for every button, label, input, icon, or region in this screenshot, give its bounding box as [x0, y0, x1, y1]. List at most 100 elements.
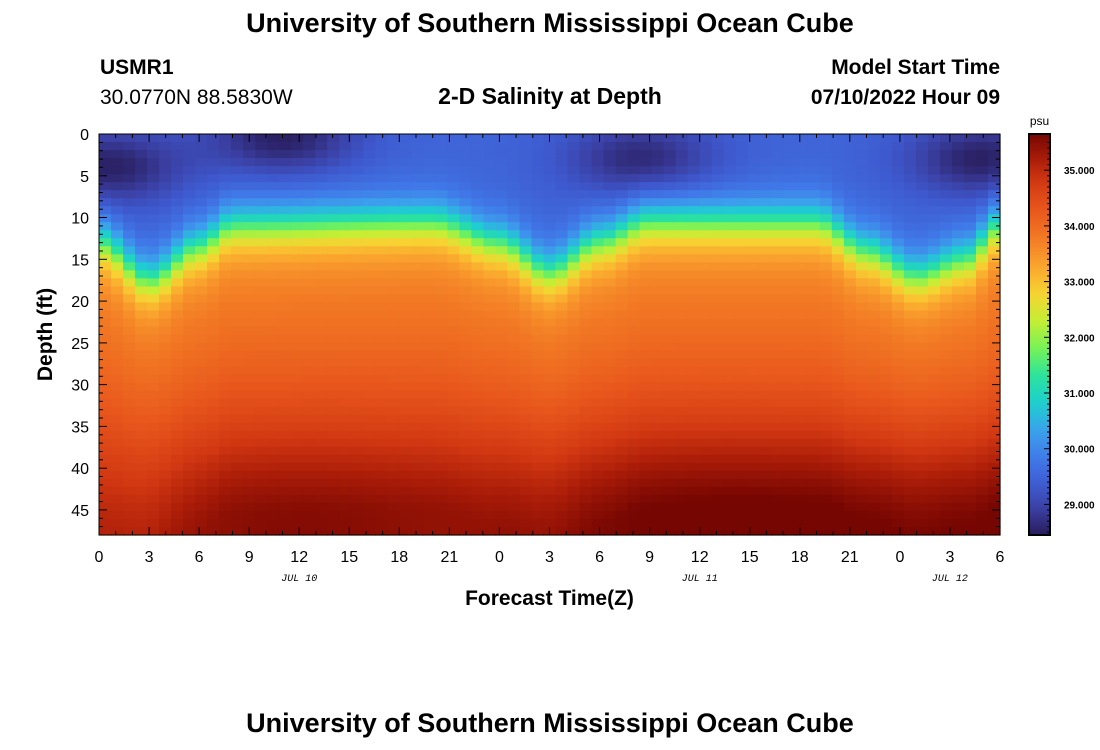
heatmap-cell [663, 454, 677, 464]
heatmap-cell [951, 198, 965, 207]
heatmap-cell [615, 302, 629, 312]
heatmap-cell [807, 262, 821, 271]
heatmap-cell [123, 518, 136, 528]
heatmap-cell [975, 286, 989, 295]
heatmap-cell [675, 502, 689, 512]
heatmap-cell [291, 310, 304, 320]
heatmap-cell [615, 166, 629, 175]
heatmap-cell [255, 414, 268, 424]
heatmap-cell [531, 510, 545, 520]
heatmap-cell [963, 390, 977, 400]
heatmap-cell [279, 326, 292, 336]
heatmap-cell [231, 478, 244, 488]
heatmap-cell [183, 158, 196, 167]
heatmap-cell [243, 518, 256, 528]
heatmap-cell [195, 182, 208, 191]
heatmap-cell [555, 342, 569, 352]
heatmap-cell [759, 478, 773, 488]
heatmap-cell [603, 238, 617, 247]
heatmap-cell [963, 158, 977, 167]
heatmap-cell [435, 302, 448, 312]
heatmap-cell [819, 422, 833, 432]
heatmap-cell [927, 430, 941, 440]
heatmap-cell [975, 174, 989, 183]
heatmap-cell [267, 278, 280, 287]
heatmap-cell [303, 422, 316, 432]
heatmap-cell [363, 486, 376, 496]
heatmap-cell [339, 334, 352, 344]
heatmap-cell [459, 438, 473, 448]
heatmap-cell [519, 278, 533, 287]
heatmap-cell [579, 366, 593, 376]
heatmap-cell [615, 326, 629, 336]
heatmap-cell [279, 222, 292, 231]
heatmap-cell [111, 206, 124, 215]
heatmap-cell [843, 438, 857, 448]
heatmap-cell [243, 254, 256, 263]
heatmap-cell [855, 334, 869, 344]
heatmap-cell [267, 158, 280, 167]
heatmap-cell [507, 374, 521, 384]
heatmap-cell [699, 174, 713, 183]
date-label: JUL 12 [932, 574, 968, 585]
heatmap-cell [99, 390, 112, 400]
heatmap-cell [735, 278, 749, 287]
heatmap-cell [663, 462, 677, 472]
heatmap-cell [711, 326, 725, 336]
heatmap-cell [615, 366, 629, 376]
heatmap-cell [303, 406, 316, 416]
heatmap-cell [783, 230, 797, 239]
heatmap-cell [183, 390, 196, 400]
heatmap-cell [675, 142, 689, 151]
heatmap-cell [975, 142, 989, 151]
heatmap-cell [651, 374, 665, 384]
heatmap-cell [975, 406, 989, 416]
heatmap-cell [387, 134, 400, 143]
heatmap-cell [855, 230, 869, 239]
heatmap-cell [351, 214, 364, 223]
heatmap-cell [747, 342, 761, 352]
heatmap-cell [291, 454, 304, 464]
heatmap-cell [399, 430, 412, 440]
heatmap-cell [291, 390, 304, 400]
heatmap-cell [303, 446, 316, 456]
heatmap-cell [171, 150, 184, 159]
heatmap-cell [987, 134, 1001, 143]
heatmap-cell [903, 342, 917, 352]
heatmap-cell [963, 294, 977, 304]
heatmap-cell [939, 446, 953, 456]
heatmap-cell [411, 166, 424, 175]
heatmap-cell [399, 166, 412, 175]
heatmap-cell [159, 446, 172, 456]
heatmap-cell [363, 246, 376, 255]
heatmap-cell [675, 478, 689, 488]
heatmap-cell [291, 254, 304, 263]
heatmap-cell [771, 414, 785, 424]
heatmap-cell [735, 486, 749, 496]
heatmap-cell [435, 518, 448, 528]
heatmap-cell [927, 166, 941, 175]
heatmap-cell [927, 358, 941, 368]
heatmap-cell [663, 518, 677, 528]
heatmap-cell [327, 158, 340, 167]
heatmap-cell [735, 302, 749, 312]
heatmap-cell [879, 230, 893, 239]
heatmap-cell [219, 326, 232, 336]
heatmap-cell [711, 342, 725, 352]
heatmap-cell [603, 326, 617, 336]
heatmap-cell [219, 406, 232, 416]
heatmap-cell [291, 158, 304, 167]
heatmap-cell [615, 438, 629, 448]
heatmap-cell [111, 182, 124, 191]
heatmap-cell [675, 318, 689, 328]
heatmap-cell [771, 510, 785, 520]
heatmap-cell [435, 374, 448, 384]
heatmap-cell [903, 302, 917, 312]
heatmap-cell [747, 478, 761, 488]
heatmap-cell [399, 486, 412, 496]
heatmap-cell [675, 422, 689, 432]
heatmap-cell [543, 246, 557, 255]
heatmap-cell [675, 390, 689, 400]
heatmap-cell [831, 374, 845, 384]
heatmap-cell [519, 334, 533, 344]
